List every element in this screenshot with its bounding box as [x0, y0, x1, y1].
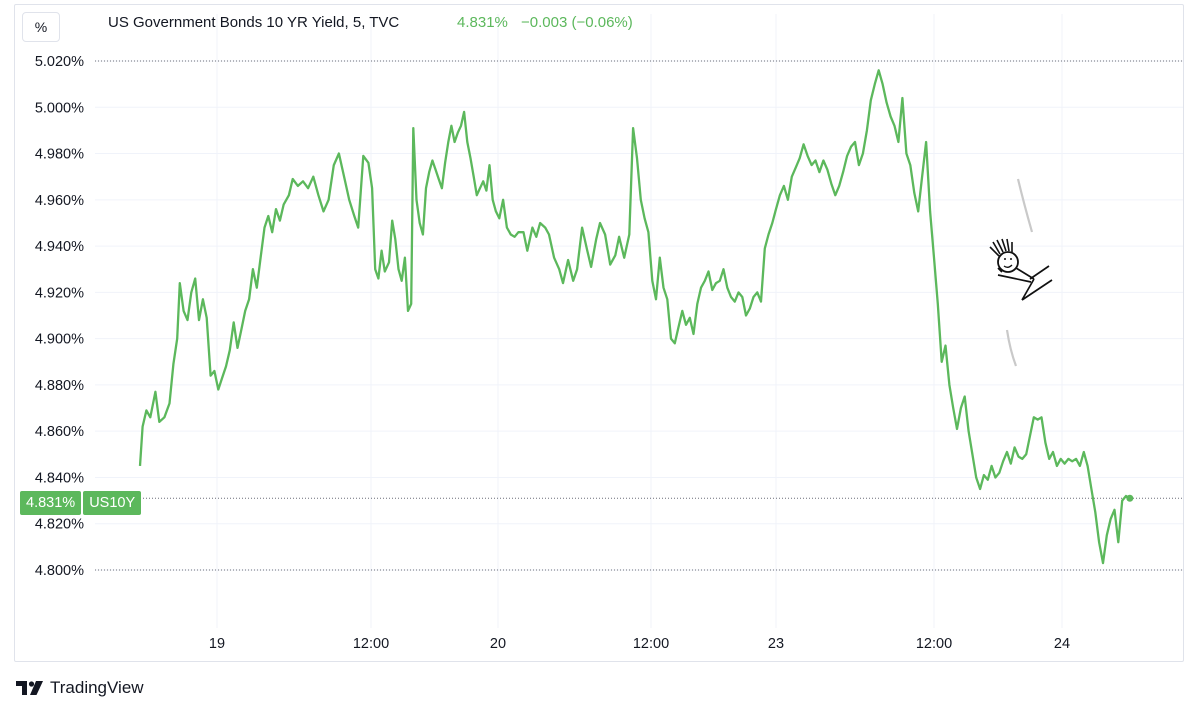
falling-stick-figure-sketch [989, 178, 1053, 367]
x-tick-label: 20 [490, 636, 506, 652]
last-price-dot [1126, 494, 1134, 502]
x-tick-label: 12:00 [916, 636, 952, 652]
price-label-symbol: US10Y [83, 491, 142, 515]
x-axis-ticks: 19 12:00 20 12:00 23 12:00 24 [209, 636, 1070, 652]
chart-title: US Government Bonds 10 YR Yield, 5, TVC [108, 14, 400, 31]
y-tick-label: 4.840% [35, 470, 84, 486]
price-label: 4.831% US10Y [20, 491, 142, 515]
series-line-us10y [138, 69, 1131, 565]
x-tick-label: 19 [209, 636, 225, 652]
price-change: −0.003 (−0.06%) [521, 14, 633, 31]
y-tick-label: 4.880% [35, 378, 84, 394]
y-axis-ticks: 5.020% 5.000% 4.980% 4.960% 4.940% 4.920% 4.90… [35, 54, 84, 579]
tradingview-logo-icon [16, 681, 43, 695]
unit-percent-button[interactable]: % [22, 12, 60, 42]
x-tick-label: 12:00 [633, 636, 669, 652]
grid-lines [95, 14, 1183, 628]
x-tick-label: 23 [768, 636, 784, 652]
reference-dotted-lines [95, 60, 1183, 571]
tradingview-logo-text: TradingView [50, 678, 144, 697]
chart-frame [14, 4, 1184, 662]
tradingview-logo[interactable]: TradingView [16, 678, 144, 698]
y-tick-label: 4.920% [35, 285, 84, 301]
y-tick-label: 4.940% [35, 239, 84, 255]
y-tick-label: 4.900% [35, 332, 84, 348]
price-label-value: 4.831% [20, 491, 82, 515]
x-tick-label: 24 [1054, 636, 1070, 652]
y-tick-label: 4.800% [35, 563, 84, 579]
last-value: 4.831% [457, 14, 508, 31]
unit-button-label: % [34, 19, 48, 35]
y-tick-label: 5.020% [35, 54, 84, 70]
x-tick-label: 12:00 [353, 636, 389, 652]
y-tick-label: 4.860% [35, 424, 84, 440]
y-tick-label: 5.000% [35, 100, 84, 116]
y-tick-label: 4.820% [35, 517, 84, 533]
y-tick-label: 4.960% [35, 193, 84, 209]
y-tick-label: 4.980% [35, 147, 84, 163]
